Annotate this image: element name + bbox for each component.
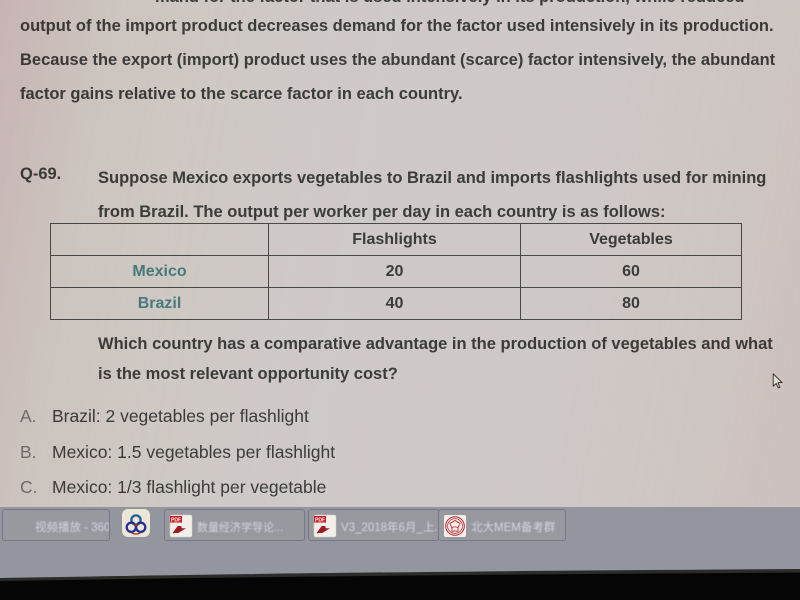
svg-text:PDF: PDF [171,517,181,523]
svg-text:PDF: PDF [315,517,325,523]
